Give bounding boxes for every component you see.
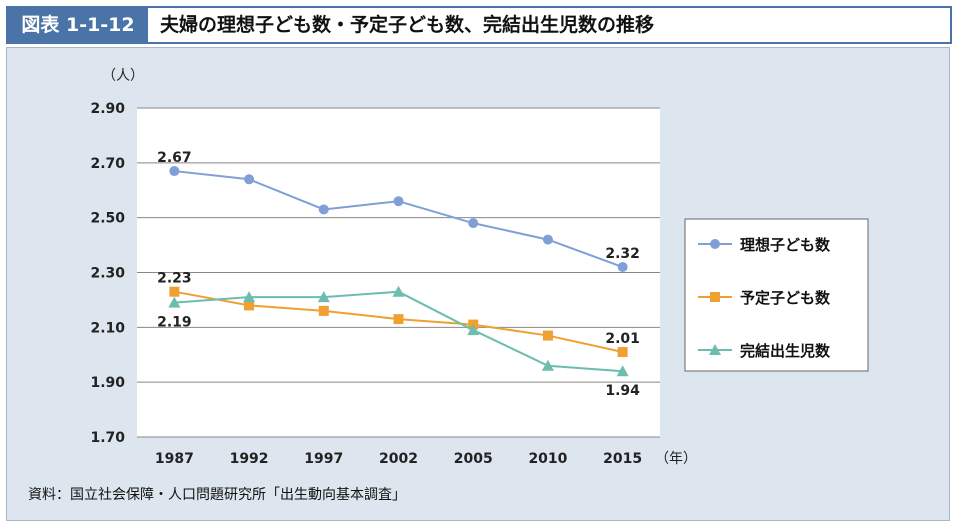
legend-label: 理想子ども数 bbox=[740, 236, 831, 254]
x-axis-unit: （年） bbox=[655, 451, 697, 467]
legend-marker bbox=[710, 292, 720, 302]
y-tick-label: 1.70 bbox=[90, 430, 125, 446]
data-point-1 bbox=[393, 314, 404, 325]
legend-marker bbox=[709, 344, 721, 355]
data-point-1 bbox=[244, 300, 255, 311]
data-point-0 bbox=[617, 262, 628, 273]
y-axis-unit: （人） bbox=[102, 68, 144, 84]
source-note: 資料：国立社会保障・人口問題研究所「出生動向基本調査」 bbox=[28, 487, 406, 503]
data-point-2 bbox=[467, 324, 480, 336]
figure-header: 図表 1-1-12 夫婦の理想子ども数・予定子ども数、完結出生児数の推移 bbox=[6, 6, 952, 44]
data-point-1 bbox=[617, 347, 628, 358]
data-point-2 bbox=[616, 365, 629, 377]
data-point-0 bbox=[318, 204, 329, 215]
data-point-0 bbox=[393, 196, 404, 207]
data-point-0 bbox=[542, 234, 553, 245]
data-label: 2.32 bbox=[605, 246, 640, 262]
data-point-2 bbox=[541, 359, 554, 371]
data-label: 2.01 bbox=[605, 331, 640, 347]
data-label: 2.23 bbox=[157, 271, 192, 287]
chart-title: 夫婦の理想子ども数・予定子ども数、完結出生児数の推移 bbox=[160, 14, 655, 36]
x-tick-label: 2015 bbox=[603, 451, 642, 467]
data-point-0 bbox=[169, 166, 180, 177]
y-tick-label: 1.90 bbox=[90, 375, 125, 391]
legend-marker bbox=[710, 239, 720, 249]
data-point-2 bbox=[392, 285, 405, 297]
data-point-1 bbox=[169, 286, 180, 297]
data-point-0 bbox=[468, 218, 479, 229]
data-point-1 bbox=[318, 305, 329, 316]
data-point-2 bbox=[243, 291, 256, 303]
data-label: 2.67 bbox=[157, 150, 192, 166]
y-tick-label: 2.10 bbox=[90, 320, 125, 336]
x-tick-label: 2002 bbox=[379, 451, 418, 467]
legend-label: 完結出生児数 bbox=[740, 342, 831, 360]
data-point-1 bbox=[542, 330, 553, 341]
figure-label: 図表 1-1-12 bbox=[8, 8, 148, 42]
x-tick-label: 1992 bbox=[230, 451, 269, 467]
y-tick-label: 2.90 bbox=[90, 101, 125, 117]
x-tick-label: 2010 bbox=[528, 451, 567, 467]
x-tick-label: 1987 bbox=[155, 451, 194, 467]
x-tick-label: 2005 bbox=[454, 451, 493, 467]
legend-label: 予定子ども数 bbox=[740, 289, 831, 307]
data-point-2 bbox=[168, 296, 181, 308]
y-tick-label: 2.30 bbox=[90, 266, 125, 282]
x-tick-label: 1997 bbox=[304, 451, 343, 467]
data-label: 2.19 bbox=[157, 315, 192, 331]
data-point-2 bbox=[317, 291, 330, 303]
data-label: 1.94 bbox=[605, 383, 640, 399]
y-tick-label: 2.50 bbox=[90, 211, 125, 227]
y-tick-label: 2.70 bbox=[90, 156, 125, 172]
data-point-0 bbox=[244, 174, 255, 185]
